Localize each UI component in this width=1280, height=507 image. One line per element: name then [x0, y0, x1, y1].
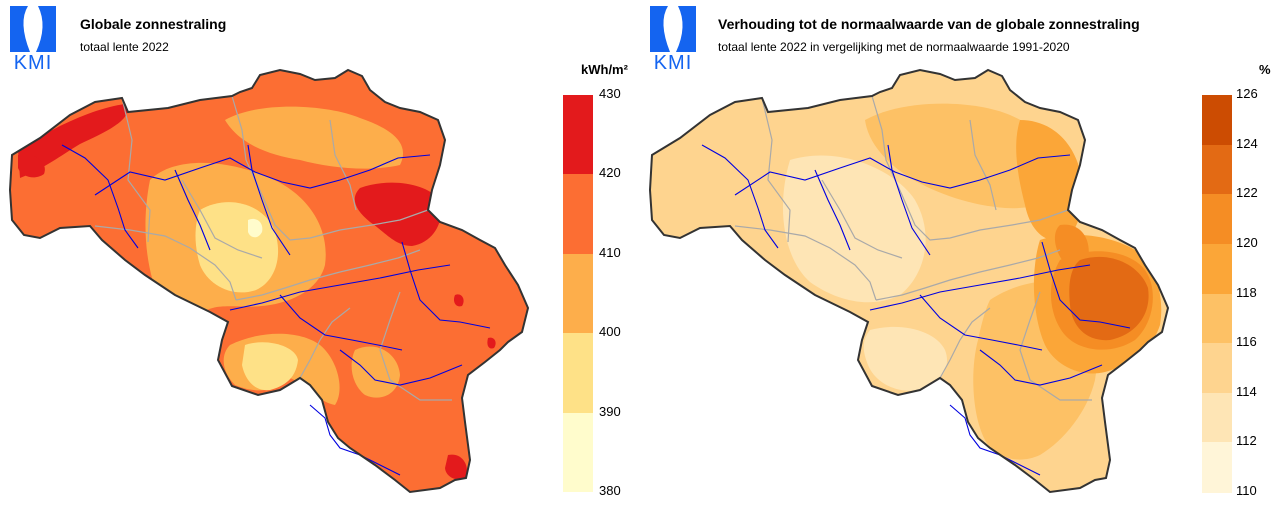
map-subtitle: totaal lente 2022 in vergelijking met de…: [718, 40, 1070, 54]
legend-unit: kWh/m²: [581, 62, 628, 77]
value-zone: [863, 326, 948, 391]
river: [339, 349, 463, 386]
legend-tick-label: 122: [1236, 185, 1258, 201]
value-zone: [354, 182, 442, 246]
province-border: [181, 179, 263, 259]
river: [814, 169, 851, 251]
province-border: [761, 97, 791, 243]
value-zone: [782, 155, 926, 303]
river: [979, 349, 1103, 386]
legend-bin: [1202, 293, 1232, 344]
legend-tick-label: 380: [599, 483, 621, 498]
province-border: [299, 307, 351, 379]
legend-bin: [563, 333, 593, 414]
solar-radiation-panel: KMI Globale zonnestraling totaal lente 2…: [6, 0, 639, 507]
river: [247, 144, 291, 256]
legend-tick-label: 126: [1236, 86, 1258, 101]
legend-unit: %: [1259, 62, 1271, 77]
kmi-logo-text: KMI: [653, 52, 693, 74]
province-border: [734, 225, 877, 301]
map-title: Verhouding tot de normaalwaarde van de g…: [718, 16, 1140, 32]
province-border: [939, 307, 991, 379]
belgium-radiation-map: [8, 68, 530, 494]
river: [869, 264, 1091, 311]
legend-bin: [563, 253, 593, 334]
legend-labels: 430 420 410 400 390 380: [599, 0, 639, 507]
province-border: [875, 249, 1061, 301]
belgium-ratio-map: [648, 68, 1170, 494]
value-zone: [487, 337, 496, 349]
value-zone: [18, 154, 45, 178]
river: [701, 144, 779, 249]
legend-tick-label: 430: [599, 86, 621, 101]
legend-tick-label: 114: [1236, 383, 1257, 399]
river: [919, 294, 1043, 351]
legend-bin: [1202, 243, 1232, 294]
province-border: [231, 95, 429, 241]
radiation-field: [650, 70, 1168, 492]
legend-bin: [1202, 442, 1232, 493]
value-zone: [351, 346, 400, 398]
legend-bin: [1202, 392, 1232, 443]
legend-bin: [1202, 95, 1232, 146]
river: [174, 169, 211, 251]
legend-tick-label: 400: [599, 324, 621, 340]
kmi-logo: KMI: [646, 4, 700, 74]
legend-bin: [1202, 343, 1232, 394]
legend-bin: [563, 412, 593, 493]
value-zone: [445, 454, 468, 480]
legend-tick-label: 124: [1236, 135, 1258, 151]
legend-tick-label: 120: [1236, 234, 1258, 250]
kmi-logo-mark: [10, 6, 56, 52]
map-title: Globale zonnestraling: [80, 16, 227, 32]
legend-tick-label: 420: [599, 165, 621, 181]
river: [1041, 241, 1131, 329]
province-border: [121, 97, 151, 243]
legend-bin: [563, 174, 593, 255]
legend-tick-label: 390: [599, 403, 621, 419]
province-border: [821, 179, 903, 259]
country-border: [8, 68, 530, 494]
river: [229, 264, 451, 311]
kmi-logo-mark: [650, 6, 696, 52]
river: [734, 154, 1071, 196]
river: [94, 154, 431, 196]
province-border: [235, 249, 421, 301]
river: [279, 294, 403, 351]
province-border: [871, 95, 1069, 241]
province-border: [379, 291, 452, 401]
map-subtitle: totaal lente 2022: [80, 40, 169, 54]
kmi-logo-text: KMI: [13, 52, 53, 74]
river: [887, 144, 931, 256]
value-zone: [242, 342, 298, 391]
radiation-ratio-panel: KMI Verhouding tot de normaalwaarde van …: [640, 0, 1280, 507]
river: [949, 404, 1041, 476]
legend-bin: [1202, 144, 1232, 195]
value-zone: [248, 218, 263, 238]
radiation-field: [10, 70, 528, 492]
legend-bin: [563, 95, 593, 175]
legend-bin: [1202, 194, 1232, 245]
legend-tick-label: 118: [1236, 284, 1257, 300]
color-legend: [1202, 95, 1232, 493]
value-zone: [18, 104, 128, 178]
river: [61, 144, 139, 249]
river: [401, 241, 491, 329]
legend-tick-label: 110: [1236, 483, 1257, 498]
color-legend: [563, 95, 593, 493]
legend-tick-label: 112: [1236, 433, 1257, 449]
value-zone: [1069, 256, 1149, 341]
province-border: [969, 119, 997, 211]
river: [309, 404, 401, 476]
value-zone: [225, 106, 404, 169]
legend-tick-label: 410: [599, 244, 621, 260]
kmi-logo: KMI: [6, 4, 60, 74]
province-border: [1019, 291, 1092, 401]
value-zone: [453, 294, 464, 307]
country-border: [648, 68, 1170, 494]
legend-tick-label: 116: [1236, 334, 1257, 350]
province-border: [94, 225, 237, 301]
province-border: [329, 119, 357, 211]
legend-labels: 126 124 122 120 118 116 114 112 110: [1236, 0, 1276, 507]
